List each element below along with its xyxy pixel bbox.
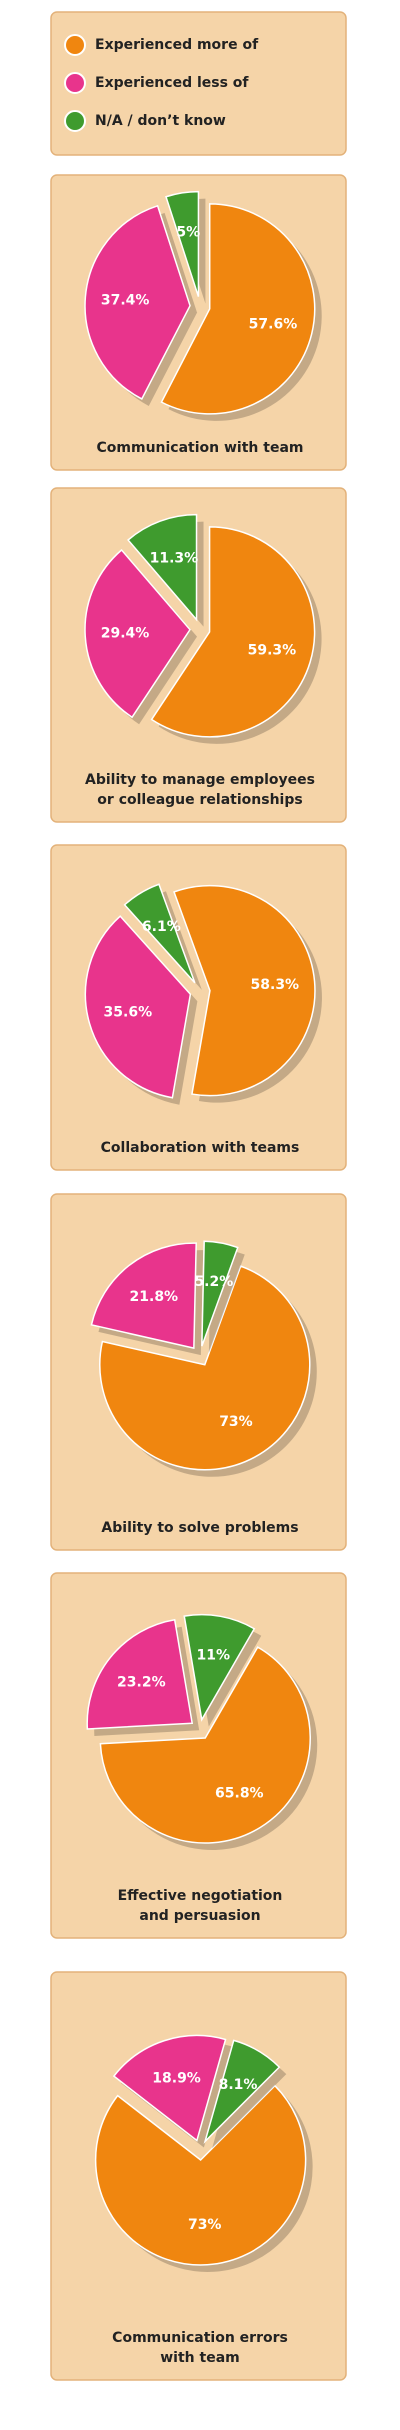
slice [84, 204, 191, 400]
chart-title: Collaboration with teams [101, 1140, 300, 1156]
value-label: 73% [219, 1414, 253, 1430]
slice [94, 2084, 307, 2266]
value-label: 58.3% [251, 977, 300, 993]
legend-swatch [64, 34, 86, 56]
slice [123, 883, 196, 984]
slice [127, 513, 198, 622]
value-label: 23.2% [117, 1675, 166, 1691]
value-label: 5.2% [194, 1274, 233, 1290]
chart-title: Ability to solve problems [101, 1520, 298, 1536]
legend-panel [50, 11, 347, 156]
legend-label: Experienced less of [95, 75, 249, 91]
slice [160, 203, 316, 415]
chart-title: or colleague relationships [97, 792, 302, 808]
chart-title: Communication errors [112, 2330, 288, 2346]
value-label: 18.9% [152, 2071, 201, 2087]
slice [201, 1240, 239, 1347]
slice [90, 1242, 197, 1350]
value-label: 21.8% [130, 1289, 179, 1305]
value-label: 37.4% [101, 292, 150, 308]
value-label: 59.3% [248, 643, 297, 659]
value-label: 57.6% [249, 316, 298, 332]
value-label: 65.8% [215, 1785, 264, 1801]
chart-title: Ability to manage employees [85, 772, 315, 788]
value-label: 5% [176, 224, 200, 240]
slice [84, 915, 192, 1099]
slice [84, 548, 191, 719]
chart-title: and persuasion [139, 1908, 260, 1924]
slice [112, 2034, 227, 2142]
legend-label: N/A / don’t know [95, 113, 226, 129]
value-label: 29.4% [101, 626, 150, 642]
chart-title: with team [160, 2350, 240, 2366]
slice [99, 1265, 311, 1471]
legend-swatch [64, 110, 86, 132]
legend-swatch [64, 72, 86, 94]
slice [86, 1618, 194, 1730]
slice [99, 1646, 311, 1844]
value-label: 6.1% [142, 919, 181, 935]
legend-label: Experienced more of [95, 37, 259, 53]
value-label: 11% [197, 1648, 231, 1664]
value-label: 35.6% [104, 1004, 153, 1020]
value-label: 8.1% [219, 2077, 258, 2093]
slice [150, 526, 316, 738]
value-label: 73% [188, 2217, 222, 2233]
slice [183, 1613, 256, 1722]
slice [165, 190, 200, 297]
slice [203, 2039, 281, 2144]
chart-title: Effective negotiation [118, 1888, 283, 1904]
slice [173, 884, 316, 1097]
chart-title: Communication with team [97, 440, 304, 456]
value-label: 11.3% [150, 551, 199, 567]
